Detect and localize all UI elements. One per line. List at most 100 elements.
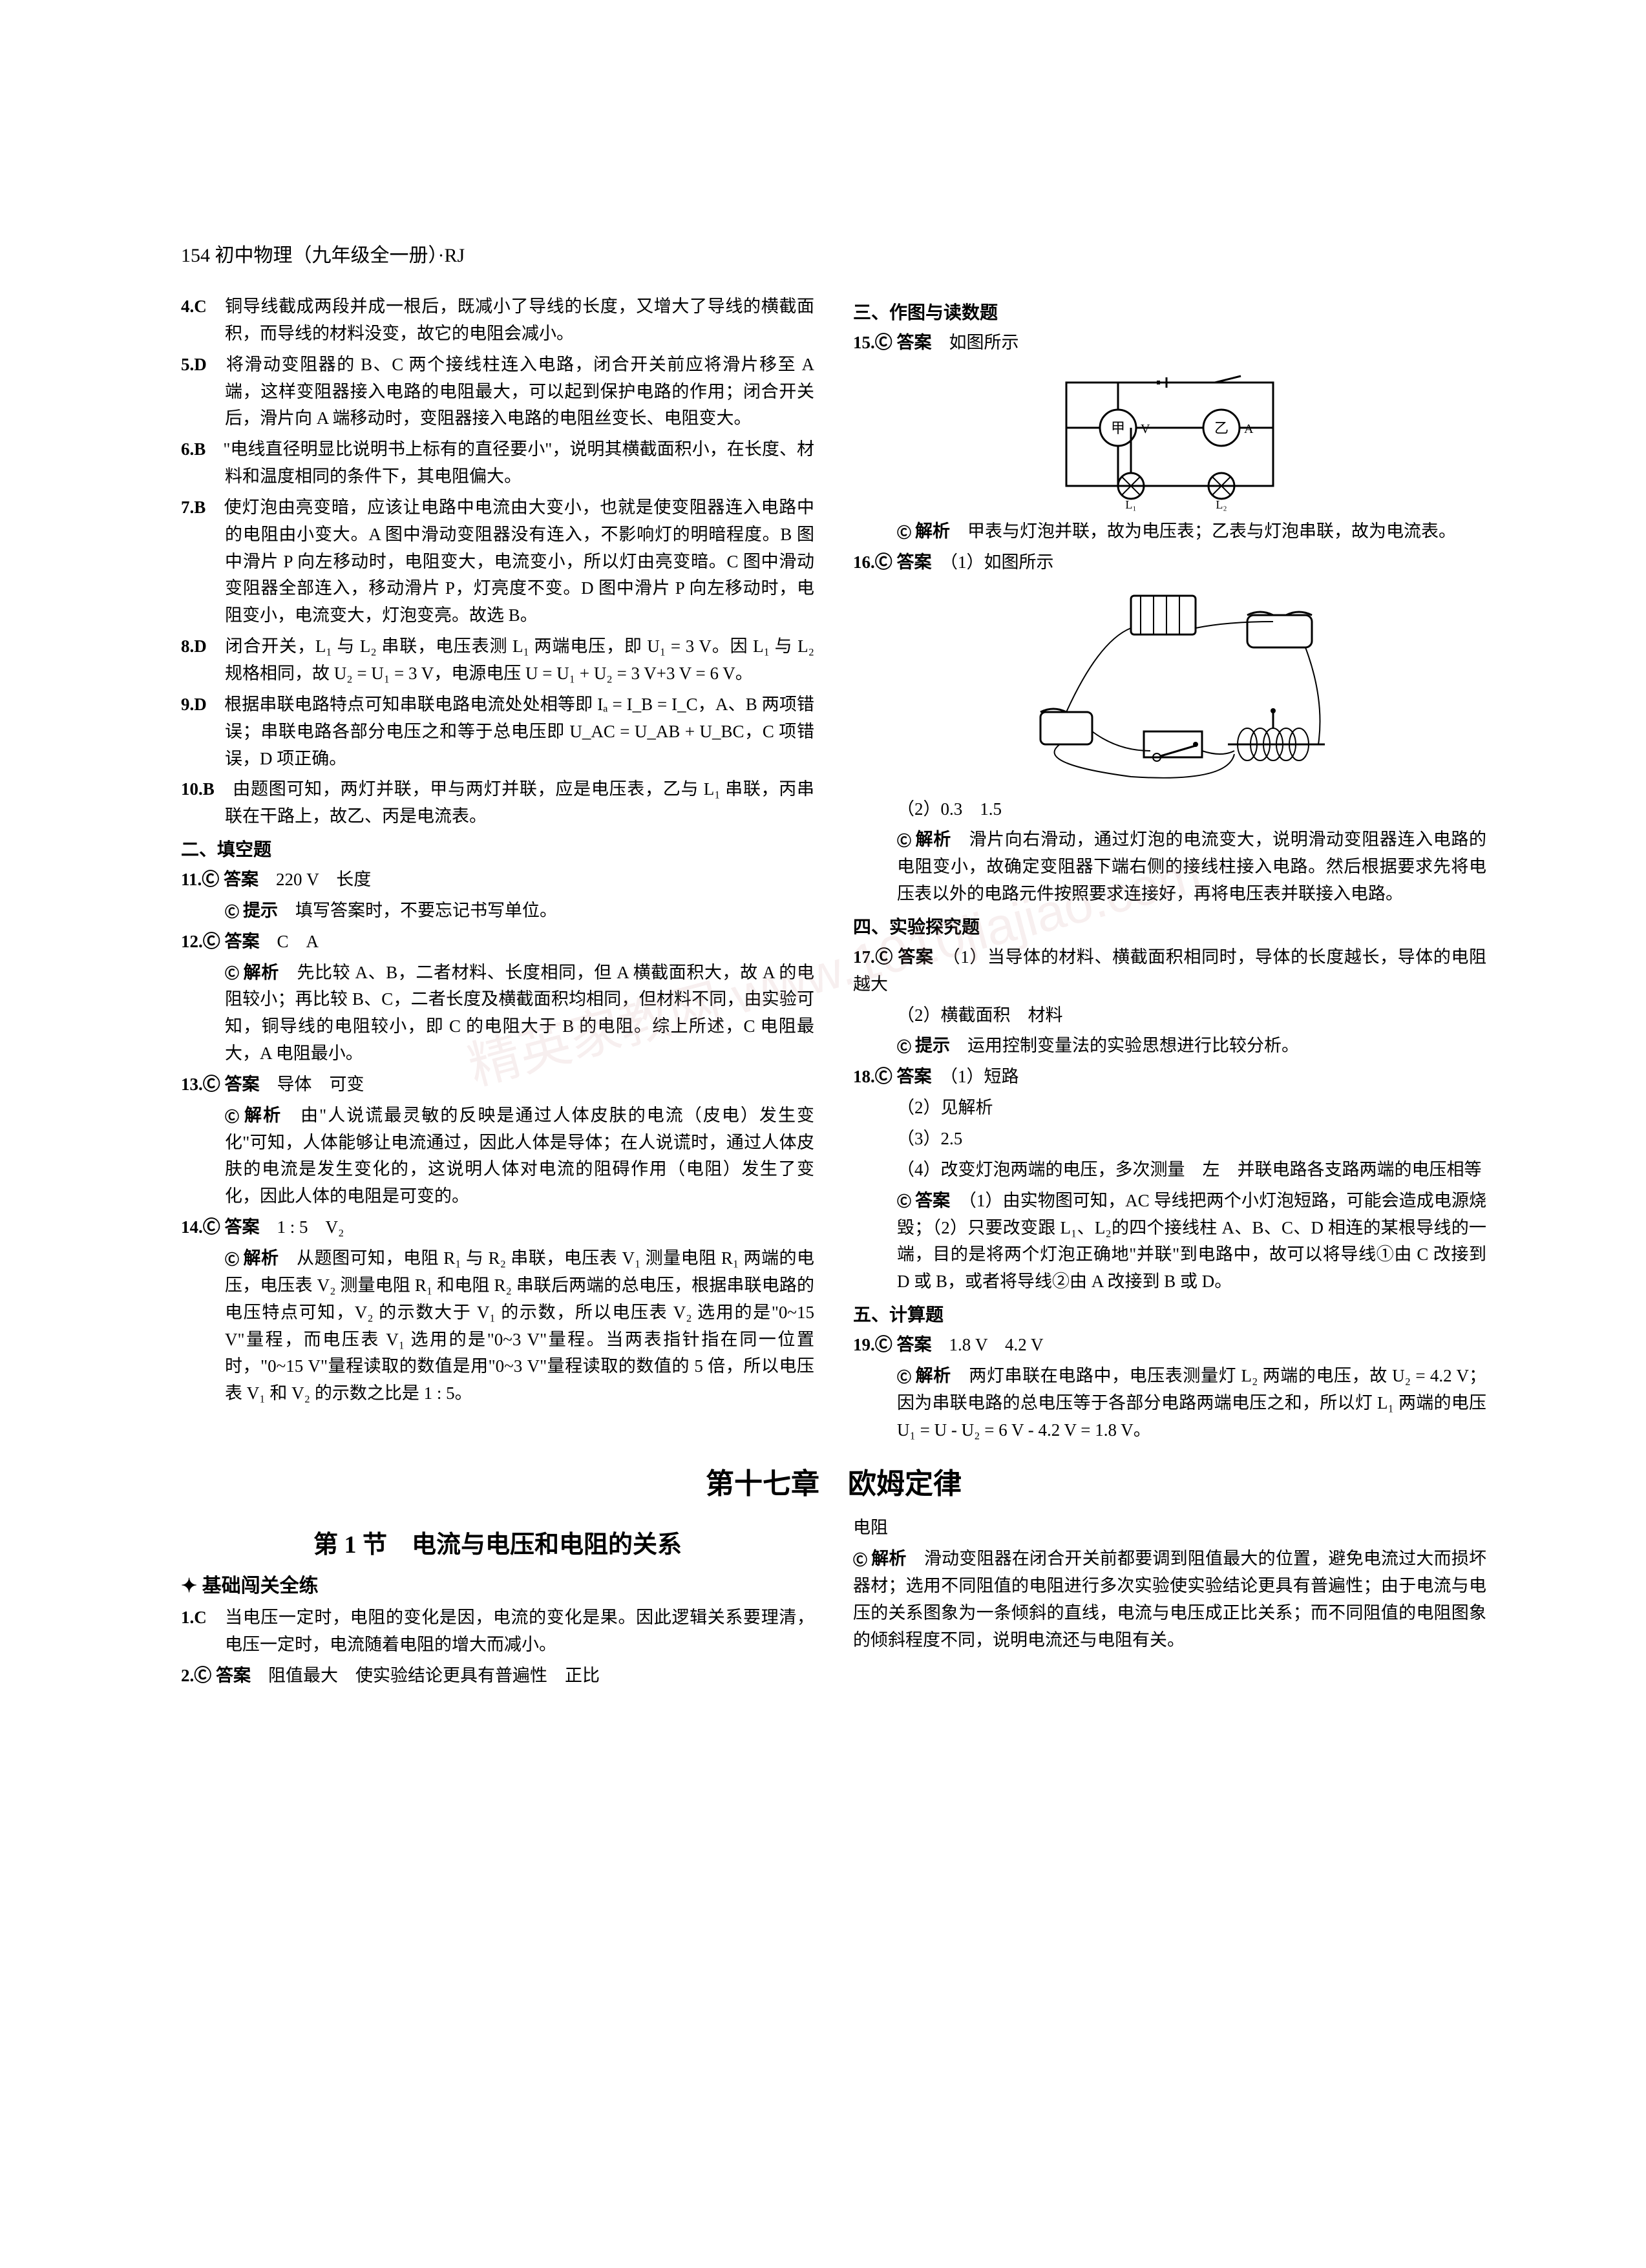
q19-exp-text: 两灯串联在电路中，电压表测量灯 L₂ 两端的电压，故 U₂ = 4.2 V；因为… <box>897 1366 1486 1440</box>
q17-tip: 提示 运用控制变量法的实验思想进行比较分析。 <box>853 1033 1486 1060</box>
q4: 4.C 铜导线截成两段并成一根后，既减小了导线的长度，又增大了导线的横截面积，而… <box>181 293 814 348</box>
q15-ans: 15.Ⓒ 答案 如图所示 <box>853 330 1486 357</box>
ch-r-exp-text: 滑动变阻器在闭合开关前都要调到阻值最大的位置，避免电流过大而损坏器材；选用不同阻… <box>853 1549 1486 1650</box>
q10-text: 由题图可知，两灯并联，甲与两灯并联，应是电压表，乙与 L₁ 串联，丙串联在干路上… <box>225 779 814 826</box>
chapter-right: 电阻 解析 滑动变阻器在闭合开关前都要调到阻值最大的位置，避免电流过大而损坏器材… <box>853 1515 1486 1694</box>
right-column: 三、作图与读数题 15.Ⓒ 答案 如图所示 甲 V 乙 A L₁ <box>853 293 1486 1447</box>
q17-num: 17.Ⓒ <box>853 947 893 967</box>
ch-q2-num: 2.Ⓒ <box>181 1666 211 1685</box>
q15-exp: 解析 甲表与灯泡并联，故为电压表；乙表与灯泡串联，故为电流表。 <box>853 518 1486 545</box>
q8: 8.D 闭合开关，L₁ 与 L₂ 串联，电压表测 L₁ 两端电压，即 U₁ = … <box>181 633 814 688</box>
svg-text:L₁: L₁ <box>1125 498 1136 511</box>
page-title: 初中物理（九年级全一册）·RJ <box>215 245 465 266</box>
q4-num: 4.C <box>181 297 207 316</box>
q7: 7.B 使灯泡由亮变暗，应该让电路中电流由大变小，也就是使变阻器连入电路中的电阻… <box>181 494 814 629</box>
ch-r-exp: 解析 滑动变阻器在闭合开关前都要调到阻值最大的位置，避免电流过大而损坏器材；选用… <box>853 1546 1486 1654</box>
ch-r-exp-label: 解析 <box>853 1549 907 1568</box>
q6: 6.B "电线直径明显比说明书上标有的直径要小"，说明其横截面积小，在长度、材料… <box>181 436 814 490</box>
circuit-diagram-2 <box>1002 583 1338 790</box>
q18-ans: 18.Ⓒ 答案 （1）短路 <box>853 1064 1486 1091</box>
q5: 5.D 将滑动变阻器的 B、C 两个接线柱连入电路，闭合开关前应将滑片移至 A … <box>181 352 814 433</box>
q14-exp: 解析 从题图可知，电阻 R₁ 与 R₂ 串联，电压表 V₁ 测量电阻 R₁ 两端… <box>181 1245 814 1407</box>
q14-exp-label: 解析 <box>225 1248 279 1268</box>
q9-text: 根据串联电路特点可知串联电路电流处处相等即 Iₐ = I_B = I_C，A、B… <box>224 695 814 768</box>
q5-text: 将滑动变阻器的 B、C 两个接线柱连入电路，闭合开关前应将滑片移至 A 端，这样… <box>225 355 814 428</box>
q13-exp-label: 解析 <box>225 1106 282 1125</box>
svg-text:A: A <box>1244 422 1254 436</box>
q17-ans2: （2）横截面积 材料 <box>853 1002 1486 1029</box>
q18-num: 18.Ⓒ <box>853 1067 892 1086</box>
q11-tip: 提示 填写答案时，不要忘记书写单位。 <box>181 898 814 925</box>
ch-r-sub: 电阻 <box>853 1515 1486 1542</box>
q18-ans2: （2）见解析 <box>853 1095 1486 1122</box>
svg-text:V: V <box>1141 422 1150 436</box>
q11-tip-text: 填写答案时，不要忘记书写单位。 <box>295 901 557 920</box>
svg-text:甲: 甲 <box>1111 420 1125 436</box>
q4-text: 铜导线截成两段并成一根后，既减小了导线的长度，又增大了导线的横截面积，而导线的材… <box>225 297 814 343</box>
fill-header: 二、填空题 <box>181 835 814 861</box>
q18-ans-label: 答案 <box>897 1067 932 1086</box>
ch-q1-num: 1.C <box>181 1608 207 1627</box>
chapter-left: 第 1 节 电流与电压和电阻的关系 ✦ 基础闯关全练 1.C 当电压一定时，电阻… <box>181 1515 814 1694</box>
q11-ans-text: 220 V 长度 <box>276 870 371 889</box>
q11-ans-label: 答案 <box>224 870 259 889</box>
section-title: 第 1 节 电流与电压和电阻的关系 <box>181 1524 814 1560</box>
ch-q1-text: 当电压一定时，电阻的变化是因，电流的变化是果。因此逻辑关系要理清，电压一定时，电… <box>225 1608 814 1654</box>
q17-ans: 17.Ⓒ 答案 （1）当导体的材料、横截面积相同时，导体的长度越长，导体的电阻越… <box>853 944 1486 998</box>
q12-exp-label: 解析 <box>225 963 279 982</box>
q19-ans-label: 答案 <box>897 1335 932 1354</box>
chapter-title: 第十七章 欧姆定律 <box>181 1460 1486 1502</box>
q18-ans4: （4）改变灯泡两端的电压，多次测量 左 并联电路各支路两端的电压相等 <box>853 1157 1486 1184</box>
q7-num: 7.B <box>181 498 206 517</box>
q6-text: "电线直径明显比说明书上标有的直径要小"，说明其横截面积小，在长度、材料和温度相… <box>223 439 814 486</box>
q12-ans-text: C A <box>277 932 319 951</box>
chapter-columns: 第 1 节 电流与电压和电阻的关系 ✦ 基础闯关全练 1.C 当电压一定时，电阻… <box>181 1515 1486 1694</box>
q9-num: 9.D <box>181 695 207 714</box>
q5-num: 5.D <box>181 355 207 374</box>
q10: 10.B 由题图可知，两灯并联，甲与两灯并联，应是电压表，乙与 L₁ 串联，丙串… <box>181 776 814 830</box>
content-columns: 4.C 铜导线截成两段并成一根后，既减小了导线的长度，又增大了导线的横截面积，而… <box>181 293 1486 1447</box>
q15-num: 15.Ⓒ <box>853 333 892 352</box>
draw-header: 三、作图与读数题 <box>853 299 1486 324</box>
q13-exp: 解析 由"人说谎最灵敏的反映是通过人体皮肤的电流（皮电）发生变化"可知，人体能够… <box>181 1102 814 1210</box>
q13-num: 13.Ⓒ <box>181 1075 220 1094</box>
q13-ans-text: 导体 可变 <box>277 1075 364 1094</box>
calc-header: 五、计算题 <box>853 1301 1486 1327</box>
q7-text: 使灯泡由亮变暗，应该让电路中电流由大变小，也就是使变阻器连入电路中的电阻由小变大… <box>224 498 814 625</box>
q11-num: 11.Ⓒ <box>181 870 219 889</box>
q16-exp-label: 解析 <box>897 830 951 849</box>
q14-ans-label: 答案 <box>225 1217 260 1237</box>
q12-exp: 解析 先比较 A、B，二者材料、长度相同，但 A 横截面积大，故 A 的电阻较小… <box>181 960 814 1067</box>
svg-text:L₂: L₂ <box>1216 498 1227 511</box>
q9: 9.D 根据串联电路特点可知串联电路电流处处相等即 Iₐ = I_B = I_C… <box>181 691 814 773</box>
q12-exp-text: 先比较 A、B，二者材料、长度相同，但 A 横截面积大，故 A 的电阻较小；再比… <box>225 963 814 1064</box>
circuit-diagram-1: 甲 V 乙 A L₁ L₂ <box>1040 363 1299 512</box>
q14-num: 14.Ⓒ <box>181 1217 220 1237</box>
q14-ans: 14.Ⓒ 答案 1 : 5 V₂ <box>181 1214 814 1241</box>
ch-q1: 1.C 当电压一定时，电阻的变化是因，电流的变化是果。因此逻辑关系要理清，电压一… <box>181 1604 814 1659</box>
q12-ans: 12.Ⓒ 答案 C A <box>181 929 814 956</box>
q16-exp-text: 滑片向右滑动，通过灯泡的电流变大，说明滑动变阻器连入电路的电阻变小，故确定变阻器… <box>897 830 1486 903</box>
q12-num: 12.Ⓒ <box>181 932 220 951</box>
q15-exp-text: 甲表与灯泡并联，故为电压表；乙表与灯泡串联，故为电流表。 <box>967 521 1456 541</box>
q16-ans2: （2）0.3 1.5 <box>853 796 1486 823</box>
exp-header: 四、实验探究题 <box>853 913 1486 939</box>
q19-ans-text: 1.8 V 4.2 V <box>949 1335 1044 1354</box>
q19-ans: 19.Ⓒ 答案 1.8 V 4.2 V <box>853 1332 1486 1359</box>
q16-num: 16.Ⓒ <box>853 552 892 572</box>
q14-ans-text: 1 : 5 V₂ <box>277 1217 344 1237</box>
q18-ans1: （1）短路 <box>949 1067 1019 1086</box>
q19-exp: 解析 两灯串联在电路中，电压表测量灯 L₂ 两端的电压，故 U₂ = 4.2 V… <box>853 1363 1486 1444</box>
q10-num: 10.B <box>181 779 215 799</box>
q15-ans-text: 如图所示 <box>949 333 1019 352</box>
q14-exp-text: 从题图可知，电阻 R₁ 与 R₂ 串联，电压表 V₁ 测量电阻 R₁ 两端的电压… <box>225 1248 814 1403</box>
q17-ans-label: 答案 <box>898 947 933 967</box>
q17-ans1: （1）当导体的材料、横截面积相同时，导体的长度越长，导体的电阻越大 <box>853 947 1486 994</box>
q11-tip-label: 提示 <box>225 901 278 920</box>
page-number: 154 <box>181 245 210 266</box>
q18-exp2-text: （1）由实物图可知，AC 导线把两个小灯泡短路，可能会造成电源烧毁；（2）只要改… <box>897 1191 1486 1292</box>
q18-exp2-label: 答案 <box>897 1191 950 1210</box>
q16-ans: 16.Ⓒ 答案 （1）如图所示 <box>853 549 1486 576</box>
ch-q2-ans: 阻值最大 使实验结论更具有普遍性 正比 <box>268 1666 600 1685</box>
q11-ans: 11.Ⓒ 答案 220 V 长度 <box>181 866 814 894</box>
